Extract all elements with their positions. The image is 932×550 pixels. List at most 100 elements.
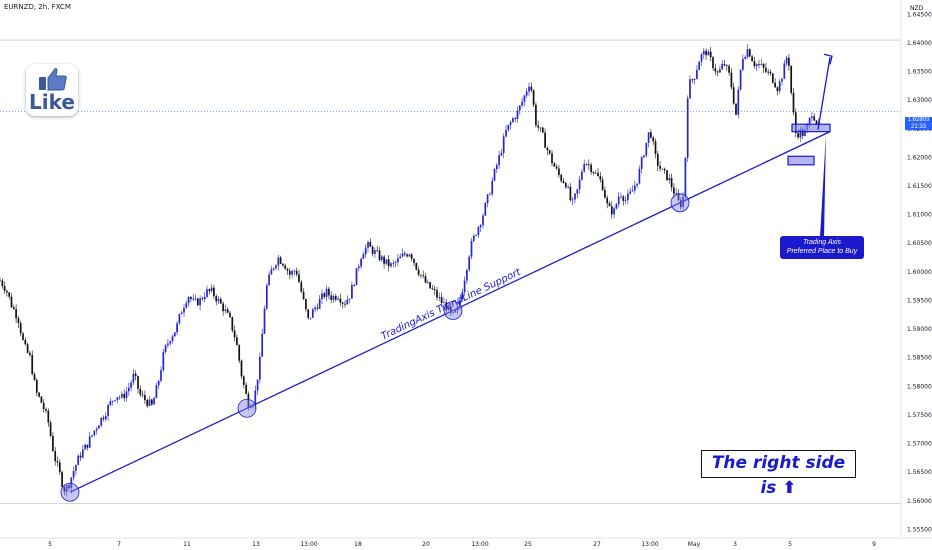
candle-body [778, 81, 781, 92]
candle-body [767, 71, 770, 73]
candle-body [387, 259, 390, 267]
candle-body [282, 263, 284, 266]
candle-body [530, 86, 533, 91]
candle-body [295, 270, 298, 275]
candle-body [399, 256, 402, 259]
candle-body [183, 307, 185, 313]
candle-body [661, 168, 664, 170]
candle-body [581, 171, 583, 180]
like-badge[interactable]: Like [26, 64, 78, 116]
time-axis-label: 5 [788, 541, 792, 548]
candle-body [160, 370, 162, 381]
candle-body [141, 394, 144, 396]
candle-body [751, 56, 753, 62]
price-axis-label: 1.61000 [907, 212, 932, 219]
candle-body [86, 444, 89, 448]
candle-body [157, 380, 160, 386]
candle-body [215, 296, 218, 302]
candle-body [702, 50, 705, 55]
time-axis-label: May [688, 541, 701, 548]
candle-body [721, 63, 724, 70]
candle-body [325, 288, 328, 297]
candle-body [213, 287, 215, 297]
candle-body [169, 341, 172, 344]
outlook-banner[interactable]: The right side is ⬆ [701, 450, 856, 498]
callout-box[interactable]: Trading Axis Preferred Place to Buy [780, 236, 864, 259]
candle-body [691, 79, 694, 81]
candle-body [190, 297, 192, 299]
candle-body [167, 343, 169, 346]
candle-body [548, 150, 551, 154]
candle-body [794, 112, 797, 134]
candle-body [206, 289, 208, 297]
candle-body [334, 296, 337, 300]
candle-body [799, 129, 802, 138]
candlestick-series [0, 44, 820, 497]
candle-body [521, 101, 523, 106]
candle-body [286, 269, 289, 271]
candle-body [677, 193, 680, 201]
candle-body [505, 130, 507, 137]
candle-body [765, 67, 767, 72]
candle-body [238, 345, 241, 361]
candle-body [305, 299, 307, 310]
candle-body [484, 203, 487, 216]
trendline-touch-circle [237, 398, 257, 418]
candle-body [226, 309, 229, 313]
candle-body [392, 263, 395, 264]
candle-body [544, 132, 546, 148]
buy-zone-box[interactable] [791, 123, 831, 133]
candle-body [344, 303, 346, 305]
price-axis-label: 1.58000 [907, 383, 932, 390]
candle-body [6, 290, 8, 293]
candle-body [369, 241, 372, 247]
candle-body [638, 168, 641, 184]
trendline-support[interactable] [69, 131, 831, 493]
candle-body [532, 90, 535, 105]
candle-body [541, 127, 544, 133]
time-axis-label: 11 [183, 541, 191, 548]
candle-body [84, 444, 86, 450]
candle-body [627, 193, 629, 200]
candle-body [116, 397, 119, 401]
candle-body [518, 105, 521, 111]
candle-body [261, 333, 264, 357]
candle-body [696, 69, 698, 79]
candle-body [33, 374, 36, 380]
candle-body [100, 417, 103, 426]
candle-body [629, 191, 632, 194]
candle-body [275, 265, 277, 269]
candle-body [551, 153, 553, 164]
candle-body [645, 142, 648, 156]
candle-body [592, 172, 595, 174]
candle-body [277, 257, 280, 266]
time-axis-label: 3 [733, 541, 737, 548]
time-axis[interactable]: 5 7 11 13 13:00 18 20 13:00 25 27 13:00 May 3 5 9 [0, 537, 932, 550]
candle-body [374, 250, 376, 254]
candle-body [323, 293, 326, 297]
price-axis[interactable]: NZD 1.645001.640001.635001.630001.625001… [900, 0, 932, 538]
projection-arrow[interactable] [817, 57, 831, 130]
candle-body [436, 290, 438, 298]
candle-body [210, 287, 213, 292]
candle-body [502, 136, 505, 153]
candle-body [390, 263, 392, 267]
candle-body [307, 309, 310, 318]
candle-body [111, 400, 114, 402]
candle-body [813, 116, 816, 121]
candle-body [732, 87, 735, 104]
candle-body [640, 157, 643, 169]
candle-body [631, 190, 634, 192]
candle-body [185, 303, 188, 308]
candle-body [417, 269, 420, 275]
lower-zone-box[interactable] [787, 155, 815, 166]
candle-body [679, 200, 682, 207]
candle-body [755, 64, 758, 67]
trendline-touch-points [60, 193, 690, 502]
price-axis-label: 1.58500 [907, 355, 932, 362]
candle-body [652, 137, 655, 142]
price-axis-label: 1.62000 [907, 154, 932, 161]
candle-body [606, 197, 609, 204]
candle-body [259, 356, 261, 380]
